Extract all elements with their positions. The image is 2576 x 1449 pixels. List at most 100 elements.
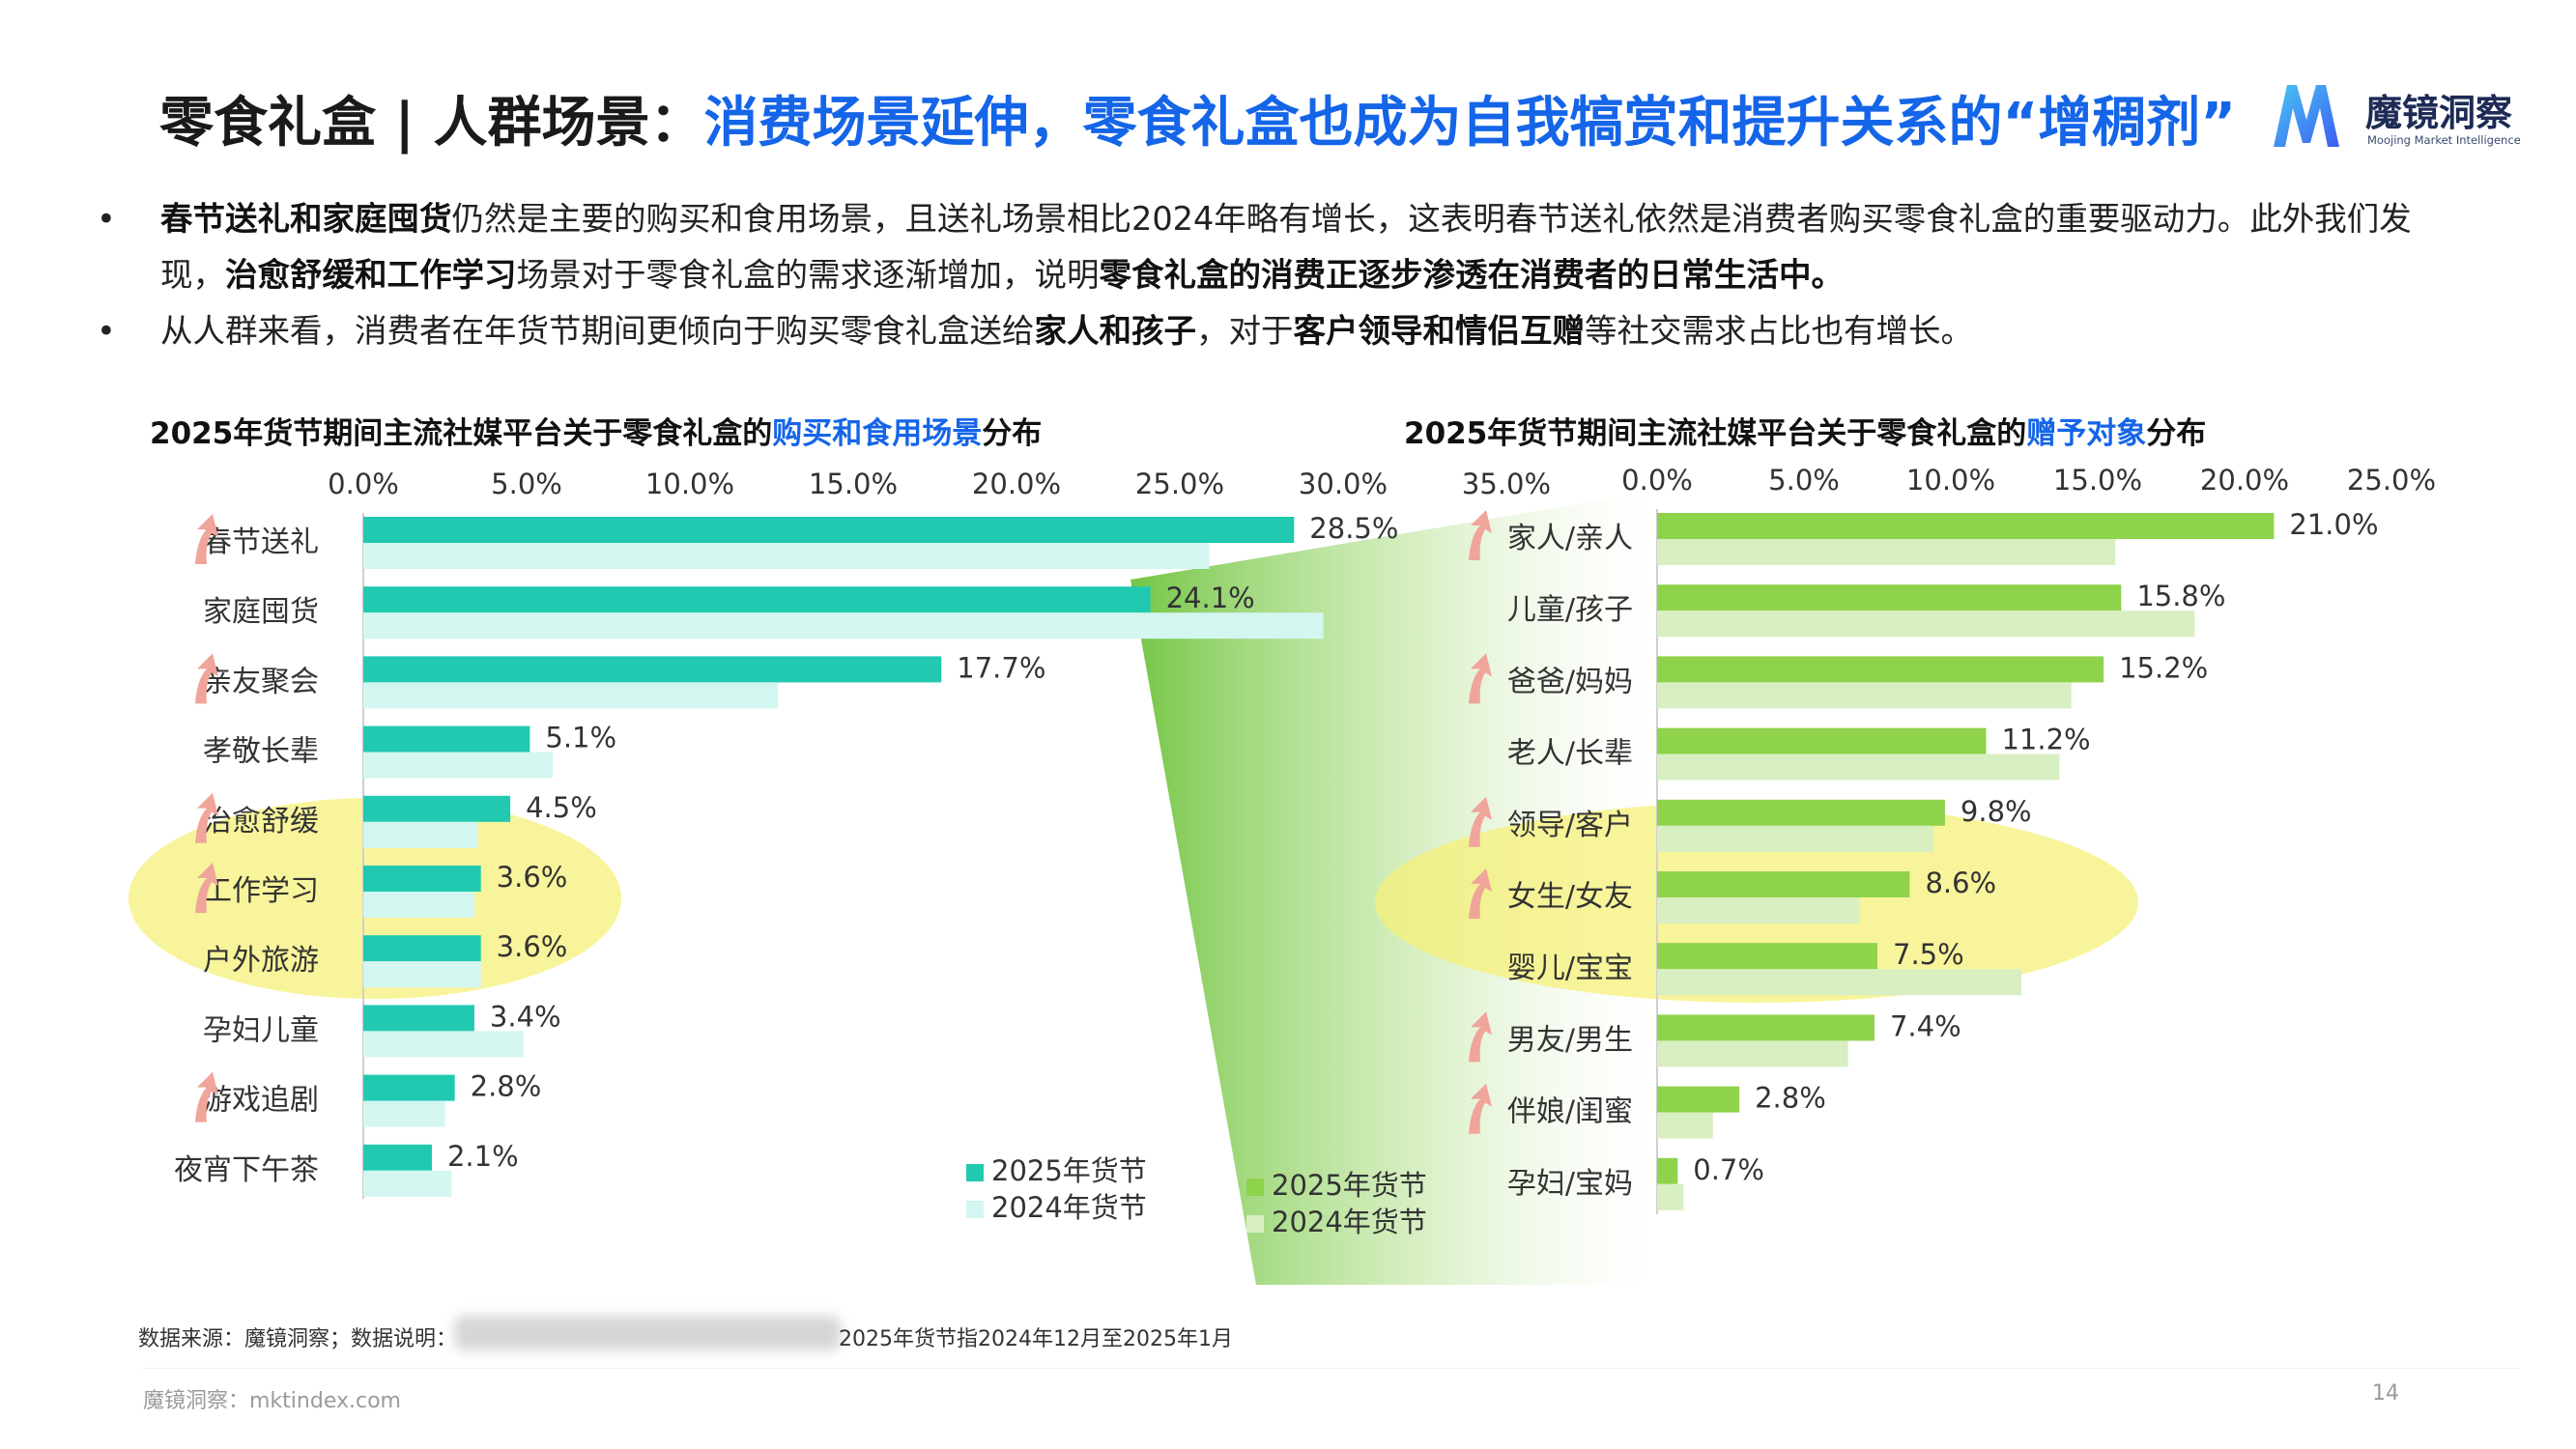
right-bar-2025 <box>1657 799 1945 826</box>
growth-arrow-icon <box>1469 653 1492 704</box>
left-bar-2024 <box>363 892 474 918</box>
left-bar-2024 <box>363 961 481 988</box>
left-category-label: 家庭囤货 <box>203 595 319 629</box>
left-x-tick-label: 20.0% <box>972 468 1061 500</box>
right-data-label: 15.2% <box>2119 651 2208 684</box>
left-bar-2025 <box>363 1074 455 1101</box>
right-data-label: 11.2% <box>2001 724 2090 756</box>
left-x-tick-label: 10.0% <box>645 468 734 500</box>
right-data-label: 21.0% <box>2289 508 2378 541</box>
right-bar-2025 <box>1657 727 1987 754</box>
left-category-label: 工作学习 <box>203 874 319 908</box>
left-category-label: 夜宵下午茶 <box>174 1153 319 1187</box>
left-bar-2025 <box>363 1144 432 1171</box>
left-category-label: 游戏追剧 <box>203 1084 319 1118</box>
right-bar-2025 <box>1657 513 2275 539</box>
right-x-tick-label: 10.0% <box>1906 464 1995 497</box>
right-data-label: 15.8% <box>2136 580 2225 612</box>
left-data-label: 3.6% <box>497 930 568 963</box>
right-legend-label-2025: 2025年货节 <box>1272 1169 1427 1202</box>
right-chart-title-prefix: 2025年货节期间主流社媒平台关于零食礼盒的 <box>1404 416 2027 451</box>
left-bar-2025 <box>363 935 481 962</box>
growth-arrow-icon <box>195 863 218 913</box>
left-x-tick-label: 30.0% <box>1299 468 1388 500</box>
left-bar-2025 <box>363 586 1151 613</box>
bullet-item: • 从人群来看，消费者在年货节期间更倾向于购买零食礼盒送给家人和孩子，对于客户领导… <box>97 303 2474 359</box>
left-category-label: 户外旅游 <box>203 944 319 978</box>
left-data-label: 4.5% <box>526 791 597 824</box>
logo-icon <box>2274 85 2339 147</box>
right-category-label: 老人/长辈 <box>1507 737 1633 771</box>
bullet-text: 仍然是主要的购买和食用场景，且送礼场景相比2024年略有增长，这表明春节送礼依然… <box>160 200 2412 294</box>
left-bar-2024 <box>363 752 554 779</box>
growth-arrow-icon <box>1469 1011 1492 1063</box>
right-data-label: 8.6% <box>1925 867 1996 899</box>
right-category-label: 领导/客户 <box>1507 809 1633 842</box>
left-data-label: 24.1% <box>1166 582 1255 614</box>
page-number: 14 <box>2372 1381 2399 1406</box>
bullet-dot: • <box>97 312 116 350</box>
left-bar-2024 <box>363 1031 524 1058</box>
left-data-label: 3.6% <box>497 861 568 894</box>
right-bar-2024 <box>1657 611 2195 638</box>
bullet-emphasis: 零食礼盒的消费正逐步渗透在消费者的日常生活中。 <box>1099 256 1845 294</box>
left-category-label: 孝敬长辈 <box>203 735 319 769</box>
logo-name: 魔镜洞察 <box>2365 92 2513 134</box>
right-category-label: 爸爸/妈妈 <box>1507 665 1633 698</box>
left-x-tick-label: 25.0% <box>1135 468 1224 500</box>
bullet-emphasis: 春节送礼和家庭囤货 <box>160 200 452 238</box>
right-x-tick-label: 5.0% <box>1768 464 1840 497</box>
left-x-tick-label: 15.0% <box>809 468 898 500</box>
left-bar-2025 <box>363 795 511 822</box>
right-category-label: 伴娘/闺蜜 <box>1507 1095 1633 1129</box>
left-category-label: 治愈舒缓 <box>203 805 319 838</box>
left-data-label: 17.7% <box>957 651 1045 684</box>
right-chart-title-suffix: 分布 <box>2146 416 2207 451</box>
page-title: 零食礼盒 | 人群场景：消费场景延伸，零食礼盒也成为自我犒赏和提升关系的“增稠剂… <box>159 79 2236 157</box>
left-category-label: 孕妇儿童 <box>203 1013 319 1047</box>
bullet-emphasis: 家人和孩子 <box>1034 312 1197 350</box>
bullet-text: 从人群来看，消费者在年货节期间更倾向于购买零食礼盒送给 <box>160 312 1035 350</box>
right-bar-2025 <box>1657 656 2104 683</box>
left-chart-title-prefix: 2025年货节期间主流社媒平台关于零食礼盒的 <box>150 416 773 451</box>
right-bar-2024 <box>1657 1040 1848 1067</box>
page-title-highlight: 消费场景延伸，零食礼盒也成为自我犒赏和提升关系的“增稠剂” <box>703 92 2237 155</box>
footer-divider <box>143 1368 2520 1369</box>
left-chart-title-suffix: 分布 <box>982 416 1043 451</box>
growth-arrow-icon <box>195 653 218 704</box>
left-x-tick-label: 5.0% <box>491 468 562 500</box>
right-data-label: 7.4% <box>1890 1009 1961 1042</box>
bullet-dot: • <box>97 200 116 238</box>
bullet-emphasis: 客户领导和情侣互赠 <box>1293 312 1586 350</box>
left-bar-2024 <box>363 612 1324 639</box>
left-category-label: 亲友聚会 <box>203 665 319 698</box>
left-legend-swatch-2024 <box>966 1201 984 1218</box>
left-chart-title-highlight: 购买和食用场景 <box>772 416 983 451</box>
right-bar-2025 <box>1657 943 1877 970</box>
right-bar-2025 <box>1657 1157 1678 1184</box>
left-bar-2025 <box>363 866 481 892</box>
growth-arrow-icon <box>195 792 218 843</box>
right-bar-2024 <box>1657 825 1933 852</box>
right-bar-2025 <box>1657 1014 1875 1041</box>
right-x-tick-label: 25.0% <box>2347 464 2436 497</box>
left-category-label: 春节送礼 <box>203 526 319 559</box>
left-bar-2025 <box>363 656 942 683</box>
growth-arrow-icon <box>195 1071 218 1122</box>
growth-arrow-icon <box>195 514 218 564</box>
left-bar-2024 <box>363 543 1210 569</box>
left-legend-label-2025: 2025年货节 <box>991 1154 1147 1187</box>
right-x-tick-label: 20.0% <box>2200 464 2289 497</box>
right-bar-2024 <box>1657 969 2021 996</box>
right-bar-2025 <box>1657 1086 1740 1113</box>
right-bar-2025 <box>1657 584 2122 611</box>
right-category-label: 女生/女友 <box>1507 880 1633 914</box>
left-bar-2025 <box>363 725 530 753</box>
right-bar-2025 <box>1657 871 1910 897</box>
left-data-label: 2.1% <box>447 1140 519 1173</box>
right-data-label: 0.7% <box>1693 1153 1764 1186</box>
left-x-tick-label: 35.0% <box>1462 468 1551 500</box>
left-data-label: 28.5% <box>1309 512 1398 545</box>
growth-arrow-icon <box>1469 1083 1492 1134</box>
right-data-label: 2.8% <box>1755 1082 1826 1115</box>
